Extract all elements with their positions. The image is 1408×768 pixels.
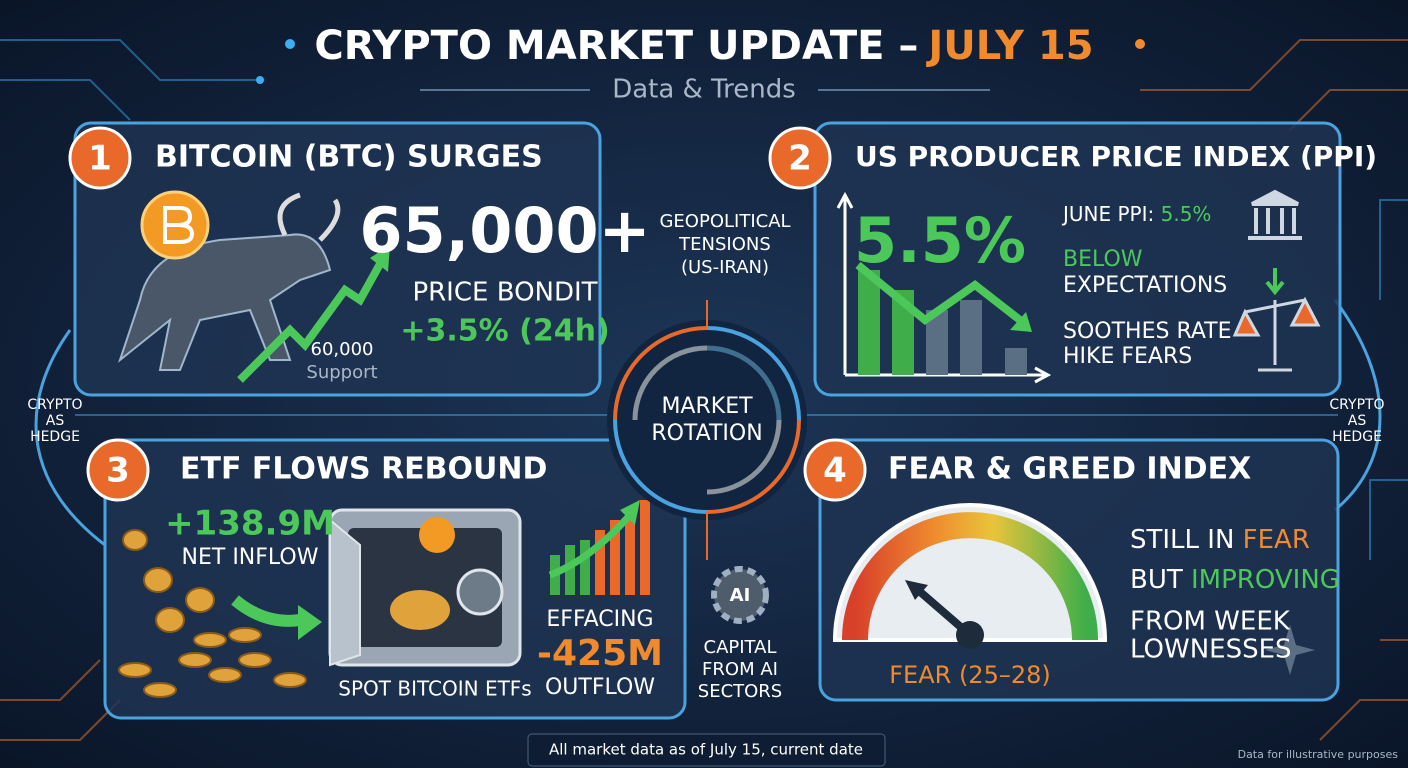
ai-text: FROM AI	[702, 659, 778, 680]
ppi-label: JUNE PPI:	[1061, 202, 1161, 226]
side-label: HEDGE	[1332, 429, 1382, 445]
sentiment-text: STILL IN	[1130, 525, 1243, 555]
side-label: CRYPTO	[27, 397, 82, 413]
side-label: CRYPTO	[1329, 397, 1384, 413]
trend-arrow	[237, 253, 389, 383]
rotation-cycle	[607, 300, 807, 624]
panel-title: US PRODUCER PRICE INDEX (PPI)	[855, 140, 1377, 173]
side-label: AS	[46, 413, 65, 429]
gauge-label: FEAR (25–28)	[889, 661, 1051, 689]
geo-text: (US-IRAN)	[681, 257, 769, 278]
badge-number: 4	[823, 451, 847, 491]
safe-label: SPOT BITCOIN ETFs	[338, 677, 531, 701]
title-date: JULY 15	[925, 23, 1093, 69]
price-change: +3.5% (24h)	[400, 314, 609, 349]
badge	[803, 438, 867, 502]
price-label: PRICE BONDIT	[412, 278, 597, 308]
footer-note: All market data as of July 15, current d…	[549, 741, 863, 759]
title-main: CRYPTO MARKET UPDATE –	[314, 23, 918, 69]
footer-box	[527, 733, 886, 767]
inflow-label: NET INFLOW	[182, 545, 319, 570]
price: 65,000+	[359, 194, 650, 267]
ppi-text: SOOTHES RATE	[1063, 319, 1232, 344]
sentiment-line: FROM WEEK	[1130, 607, 1291, 637]
panel-title: ETF FLOWS REBOUND	[180, 452, 547, 487]
geo-text: TENSIONS	[678, 234, 771, 255]
sentiment-emph: FEAR	[1243, 525, 1310, 555]
side-label: HEDGE	[30, 429, 80, 445]
ppi-headline: 5.5%	[854, 204, 1026, 277]
coins-and-safe	[118, 500, 650, 698]
arrow-head	[370, 245, 390, 272]
circuit-decor	[0, 39, 1408, 741]
center-label: MARKET	[661, 394, 753, 419]
gauge	[832, 503, 1315, 675]
badge-number: 2	[788, 139, 812, 179]
ai-text: SECTORS	[698, 681, 782, 702]
sentiment-line: STILL IN FEAR	[1130, 525, 1310, 555]
panel-title: FEAR & GREED INDEX	[888, 452, 1251, 487]
support-level: 60,000	[311, 339, 374, 360]
sentiment-emph: IMPROVING	[1191, 565, 1340, 595]
inflow: +138.9M	[165, 504, 335, 544]
ai-text: CAPITAL	[704, 637, 777, 658]
ai-icon: AI	[730, 585, 751, 606]
panel	[73, 121, 602, 397]
badge	[86, 438, 150, 502]
ppi-illustration	[836, 189, 1321, 384]
badge	[768, 126, 832, 190]
subtitle: Data & Trends	[612, 75, 796, 105]
geo-text: GEOPOLITICAL	[659, 211, 790, 232]
badge-number: 1	[88, 139, 112, 179]
outflow: -425M	[537, 633, 663, 674]
ppi-text: HIKE FEARS	[1063, 344, 1192, 369]
ppi-value: 5.5%	[1161, 202, 1212, 226]
badge-number: 3	[106, 451, 130, 491]
outflow-pre: EFFACING	[546, 607, 653, 632]
ppi-text: EXPECTATIONS	[1063, 273, 1227, 298]
outflow-label: OUTFLOW	[545, 675, 655, 700]
sentiment-text: BUT	[1130, 565, 1191, 595]
ppi-line: JUNE PPI: 5.5%	[1061, 202, 1211, 226]
ppi-text: BELOW	[1063, 247, 1143, 272]
sentiment-line: LOWNESSES	[1130, 635, 1292, 665]
sentiment-line: BUT IMPROVING	[1130, 565, 1340, 595]
side-label: AS	[1348, 413, 1367, 429]
badge	[68, 126, 132, 190]
footer-disclaimer: Data for illustrative purposes	[1238, 748, 1399, 761]
support-label: Support	[306, 362, 377, 383]
center-label: ROTATION	[651, 421, 762, 446]
title: CRYPTO MARKET UPDATE – JULY 15	[314, 23, 1093, 69]
bull-icon	[117, 190, 341, 371]
panel-title: BITCOIN (BTC) SURGES	[155, 140, 543, 175]
